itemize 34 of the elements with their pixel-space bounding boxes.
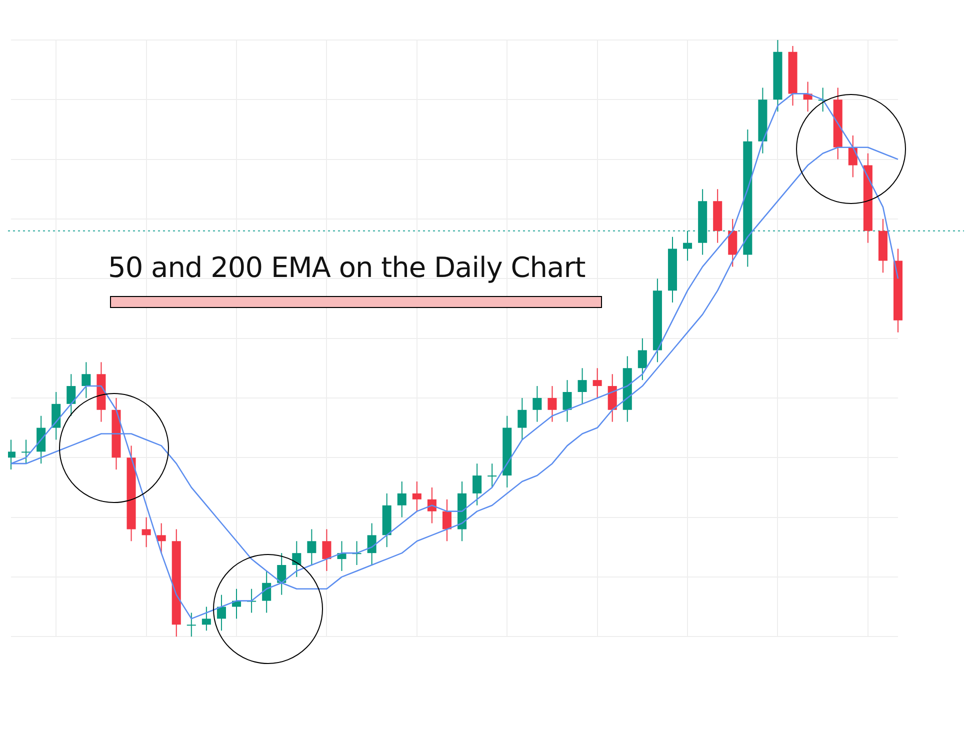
candlestick [472, 463, 482, 506]
candlestick [412, 480, 422, 512]
candlestick [36, 415, 46, 464]
candlestick [337, 540, 346, 572]
candlestick [262, 570, 272, 614]
candlestick [216, 594, 226, 632]
candlestick [683, 230, 692, 262]
candlestick [397, 480, 406, 518]
candlestick [728, 218, 738, 268]
candlestick [277, 552, 286, 596]
candlestick [22, 439, 31, 464]
candlestick [518, 397, 527, 440]
candlestick [592, 368, 602, 398]
candlestick [322, 528, 332, 572]
candlestick [488, 463, 497, 488]
candlestick [848, 134, 858, 178]
candlestick [307, 528, 316, 566]
candlestick [442, 498, 452, 542]
candlestick [638, 338, 647, 381]
candlestick [52, 391, 61, 440]
candlestick [186, 612, 196, 638]
candlestick [578, 368, 587, 404]
candlestick [82, 362, 91, 398]
candlestick [562, 380, 572, 422]
candlestick [156, 522, 166, 554]
candlestick [8, 439, 16, 470]
candlestick [367, 522, 376, 566]
candlestick [66, 374, 76, 416]
candlestick [142, 516, 151, 548]
candlestick [548, 386, 557, 422]
candlestick [608, 374, 617, 422]
candlestick [532, 386, 542, 422]
candlestick [202, 606, 211, 632]
text: 50 and 200 EMA on the Daily Chart [108, 251, 586, 284]
